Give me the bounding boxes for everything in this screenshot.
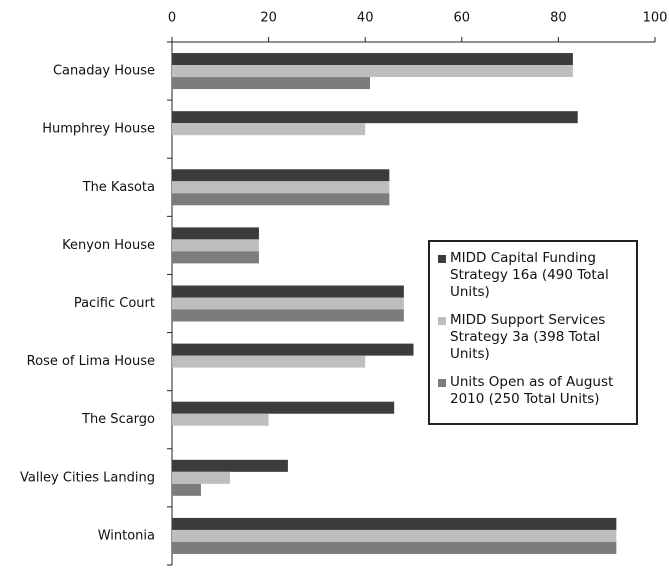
y-tick-label: Canaday House (53, 64, 155, 79)
y-tick-label: The Kasota (82, 180, 155, 195)
legend: MIDD Capital Funding Strategy 16a (490 T… (428, 240, 638, 425)
bar (172, 239, 259, 252)
bar (172, 355, 366, 368)
bar (172, 459, 288, 472)
bar (172, 193, 390, 206)
legend-item: Units Open as of August 2010 (250 Total … (436, 374, 630, 408)
bar (172, 529, 617, 542)
legend-label: MIDD Support Services Strategy 3a (398 T… (450, 312, 606, 362)
bar (172, 111, 578, 124)
bar (172, 169, 390, 182)
bar (172, 471, 230, 484)
legend-item: MIDD Capital Funding Strategy 16a (490 T… (436, 250, 630, 301)
bar (172, 77, 371, 90)
x-tick-label: 60 (454, 11, 471, 26)
bar (172, 227, 259, 240)
legend-item: MIDD Support Services Strategy 3a (398 T… (436, 312, 630, 363)
bar (172, 251, 259, 264)
y-tick-label: Rose of Lima House (27, 354, 155, 369)
y-tick-label: Pacific Court (74, 296, 155, 311)
bar (172, 297, 404, 310)
bar (172, 285, 404, 298)
bar (172, 483, 201, 496)
legend-swatch (438, 317, 446, 325)
legend-label: MIDD Capital Funding Strategy 16a (490 T… (450, 250, 609, 300)
y-tick-label: The Scargo (81, 412, 155, 427)
legend-label: Units Open as of August 2010 (250 Total … (450, 374, 614, 407)
bar (172, 517, 617, 530)
bar (172, 65, 573, 78)
y-tick-label: Valley Cities Landing (20, 470, 155, 485)
bar (172, 343, 414, 356)
bar (172, 413, 269, 426)
bar (172, 181, 390, 194)
x-tick-label: 80 (550, 11, 567, 26)
y-tick-label: Kenyon House (62, 238, 155, 253)
y-tick-label: Wintonia (98, 528, 155, 543)
bar (172, 309, 404, 322)
bar (172, 53, 573, 66)
bar (172, 123, 366, 136)
x-tick-label: 0 (168, 11, 176, 26)
legend-swatch (438, 379, 446, 387)
bar (172, 541, 617, 554)
x-tick-label: 100 (643, 11, 668, 26)
x-tick-label: 20 (260, 11, 277, 26)
x-tick-label: 40 (357, 11, 374, 26)
bar (172, 401, 395, 414)
legend-swatch (438, 255, 446, 263)
y-tick-label: Humphrey House (42, 122, 155, 137)
